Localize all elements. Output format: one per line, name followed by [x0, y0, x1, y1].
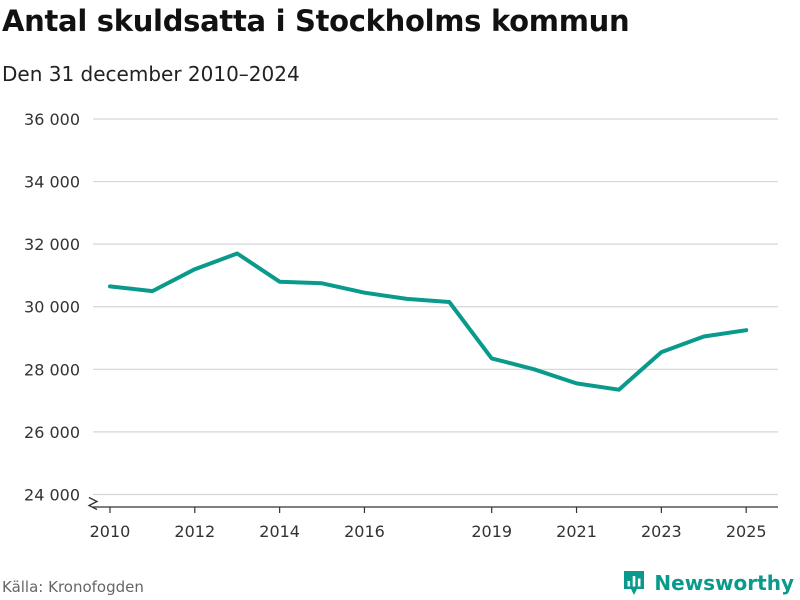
y-tick-label: 34 000 [24, 173, 80, 192]
y-tick-label: 26 000 [24, 423, 80, 442]
data-point[interactable] [443, 296, 455, 308]
data-point[interactable] [740, 324, 752, 336]
brand-name: Newsworthy [654, 571, 794, 595]
data-point[interactable] [698, 330, 710, 342]
data-point[interactable] [358, 287, 370, 299]
x-tick-label: 2016 [344, 522, 385, 541]
series [104, 248, 752, 396]
bar-chart-logo-icon [624, 571, 645, 595]
chart-title: Antal skuldsatta i Stockholms kommun [2, 4, 630, 38]
axes: 24 000 26 000 28 000 30 000 32 000 34 000 36 0… [24, 110, 778, 541]
y-tick-label: 30 000 [24, 298, 80, 317]
x-tick-label: 2014 [259, 522, 300, 541]
chart-subtitle: Den 31 december 2010–2024 [2, 62, 300, 86]
brand-logo[interactable]: Newsworthy [622, 568, 794, 598]
axis-break-icon [87, 496, 99, 511]
y-tick-label: 28 000 [24, 360, 80, 379]
data-point[interactable] [528, 363, 540, 375]
data-point[interactable] [655, 346, 667, 358]
data-point[interactable] [146, 285, 158, 297]
x-tick-label: 2012 [174, 522, 215, 541]
data-point[interactable] [401, 293, 413, 305]
data-point[interactable] [316, 277, 328, 289]
data-point[interactable] [189, 263, 201, 275]
x-tick-label: 2021 [556, 522, 597, 541]
data-point[interactable] [104, 280, 116, 292]
data-point[interactable] [486, 352, 498, 364]
data-point[interactable] [613, 384, 625, 396]
data-point[interactable] [274, 276, 286, 288]
y-tick-label: 32 000 [24, 235, 80, 254]
x-tick-label: 2023 [641, 522, 682, 541]
y-tick-label: 24 000 [24, 485, 80, 504]
gridlines [93, 118, 778, 496]
series-line [108, 251, 749, 392]
x-tick-label: 2025 [726, 522, 767, 541]
source-note: Källa: Kronofogden [2, 578, 144, 596]
data-point[interactable] [571, 377, 583, 389]
x-tick-label: 2010 [90, 522, 131, 541]
data-point[interactable] [231, 248, 243, 260]
y-tick-label: 36 000 [24, 110, 80, 129]
x-tick-label: 2019 [471, 522, 512, 541]
